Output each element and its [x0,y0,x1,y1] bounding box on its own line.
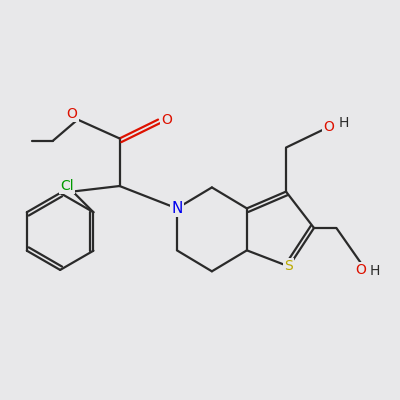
Text: O: O [356,263,366,277]
Text: Cl: Cl [60,179,74,193]
Text: O: O [323,120,334,134]
Text: O: O [67,107,78,121]
Text: H: H [370,264,380,278]
Text: H: H [338,116,348,130]
Text: S: S [284,260,293,274]
Text: N: N [171,201,183,216]
Text: O: O [161,112,172,126]
